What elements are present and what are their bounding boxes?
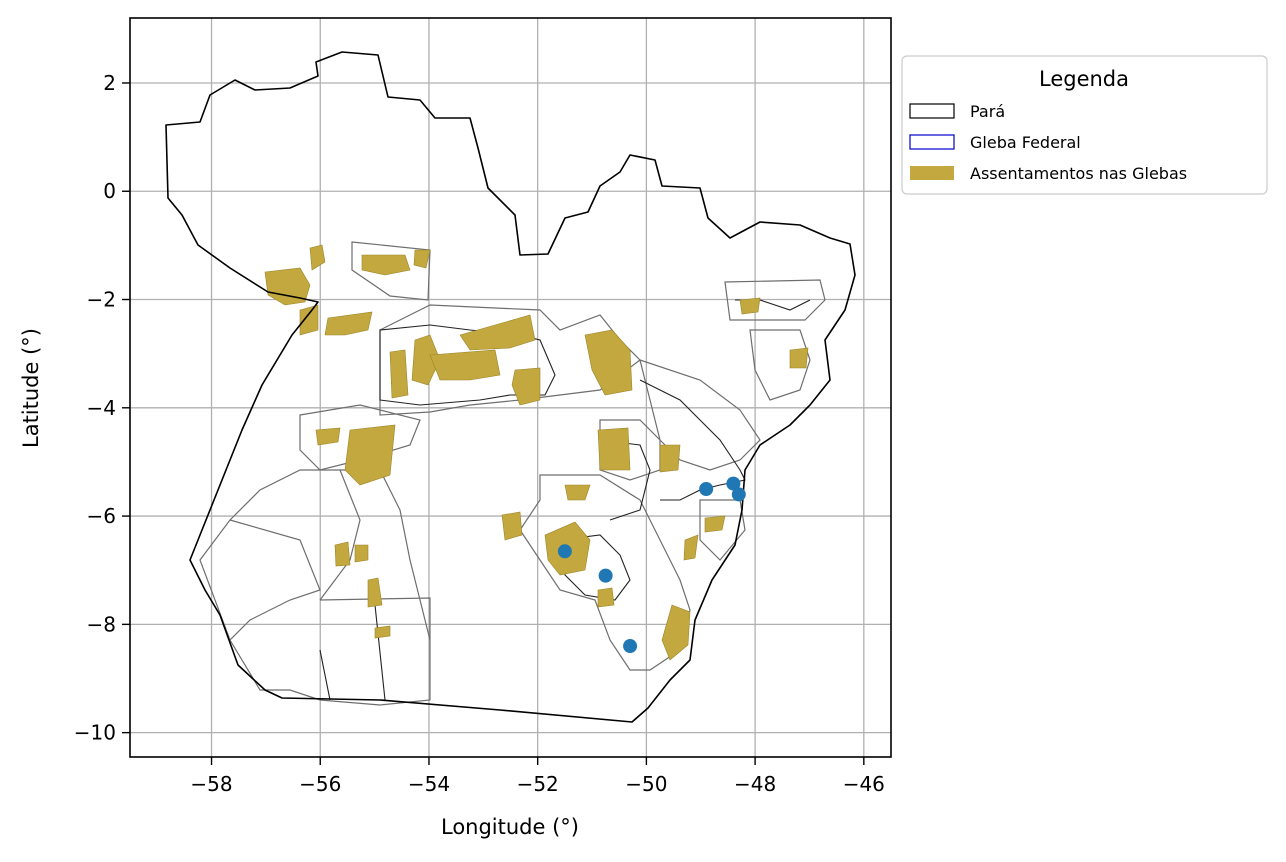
assentamentos-nas-glebas: [264, 244, 809, 661]
x-axis-ticks: −58 −56 −54 −52 −50 −48 −46: [190, 757, 885, 796]
x-tick-label: −56: [299, 772, 341, 796]
y-tick-label: −2: [87, 288, 116, 312]
x-tick-label: −52: [517, 772, 559, 796]
x-tick-label: −50: [625, 772, 667, 796]
data-point: [731, 487, 746, 502]
y-tick-label: 2: [103, 71, 116, 95]
data-point: [699, 482, 714, 497]
para-state-outline: [165, 51, 856, 723]
x-tick-label: −54: [408, 772, 450, 796]
gleba-outlines: [199, 241, 826, 706]
legend-box: [901, 55, 1268, 195]
plot-area-frame: [129, 17, 892, 758]
data-point: [726, 476, 741, 491]
x-axis-title: Longitude (°): [441, 815, 579, 839]
legend-label-para: Pará: [970, 102, 1005, 121]
y-tick-label: −4: [87, 396, 116, 420]
data-point: [598, 568, 613, 583]
legend-swatch-assentamentos: [910, 166, 954, 180]
grid-lines: [130, 18, 891, 757]
y-tick-label: −6: [87, 504, 116, 528]
data-point: [557, 544, 572, 559]
legend-label-assentamentos: Assentamentos nas Glebas: [970, 164, 1187, 183]
legend-label-gleba-federal: Gleba Federal: [970, 133, 1081, 152]
legend-swatch-gleba-federal: [909, 134, 955, 150]
y-tick-label: −10: [74, 721, 116, 745]
y-tick-label: 0: [103, 179, 116, 203]
y-axis-title: Latitude (°): [19, 328, 43, 448]
legend-title: Legenda: [1039, 67, 1129, 91]
y-axis-ticks: 2 0 −2 −4 −6 −8 −10: [74, 71, 130, 745]
data-point: [623, 639, 638, 654]
y-tick-label: −8: [87, 612, 116, 636]
points-layer: [557, 476, 746, 654]
legend-swatch-para: [909, 103, 955, 119]
x-tick-label: −48: [734, 772, 776, 796]
x-tick-label: −46: [843, 772, 885, 796]
legend: Legenda Pará Gleba Federal Assentamentos…: [901, 55, 1268, 195]
x-tick-label: −58: [190, 772, 232, 796]
